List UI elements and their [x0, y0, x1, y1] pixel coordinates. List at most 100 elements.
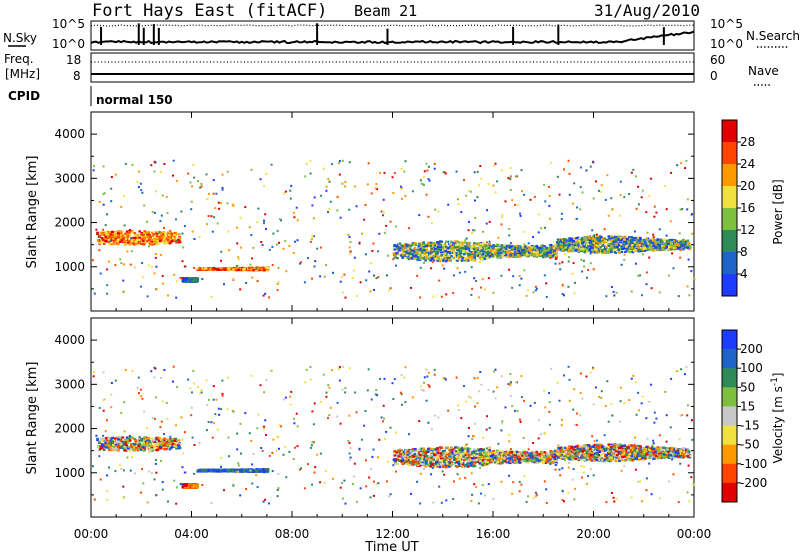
echo-cell: [648, 245, 652, 248]
sky-tick-bottom: 10^0: [52, 37, 85, 51]
echo-cell: [126, 233, 129, 236]
echo-cell: [139, 447, 142, 450]
echo-cell: [588, 241, 592, 244]
echo-cell: [441, 244, 445, 247]
echo-cell: [263, 185, 266, 188]
echo-cell: [545, 247, 549, 250]
echo-cell: [650, 287, 653, 290]
echo-cell: [454, 244, 458, 247]
echo-cell: [567, 248, 570, 251]
echo-cell: [470, 258, 474, 261]
echo-cell: [148, 245, 150, 248]
echo-cell: [508, 234, 511, 237]
echo-cell: [422, 249, 426, 252]
echo-cell: [614, 251, 617, 254]
echo-cell: [521, 246, 524, 249]
echo-cell: [374, 187, 377, 190]
echo-cell: [573, 292, 576, 295]
echo-cell: [573, 182, 576, 185]
echo-cell: [477, 296, 480, 299]
echo-cell: [183, 280, 187, 283]
echo-cell: [153, 446, 156, 449]
echo-cell: [541, 254, 544, 257]
echo-cell: [488, 240, 491, 243]
echo-cell: [122, 237, 125, 240]
echo-cell: [560, 243, 563, 246]
echo-cell: [393, 248, 396, 251]
echo-cell: [552, 247, 556, 250]
echo-cell: [527, 289, 530, 292]
echo-cell: [570, 240, 574, 243]
echo-cell: [107, 240, 110, 243]
echo-cell: [651, 238, 654, 241]
echo-cell: [645, 283, 648, 286]
echo-cell: [574, 281, 576, 284]
colorbar-swatch: [722, 230, 737, 253]
echo-cell: [155, 288, 158, 291]
echo-cell: [432, 242, 436, 245]
cpid-value: normal 150: [96, 93, 173, 107]
echo-cell: [99, 447, 102, 450]
echo-cell: [458, 251, 462, 254]
echo-cell: [122, 443, 125, 446]
echo-cell: [631, 248, 635, 251]
echo-cell: [686, 198, 689, 201]
echo-cell: [183, 225, 186, 228]
echo-cell: [557, 240, 561, 243]
echo-cell: [500, 274, 503, 277]
echo-cell: [471, 232, 474, 234]
echo-cell: [620, 263, 623, 266]
echo-cell: [638, 248, 641, 251]
echo-cell: [341, 159, 344, 162]
echo-cell: [574, 243, 578, 246]
echo-cell: [526, 255, 529, 258]
echo-cell: [500, 223, 503, 226]
echo-cell: [103, 437, 107, 440]
echo-cell: [591, 229, 594, 232]
echo-cell: [653, 240, 657, 243]
echo-cell: [300, 261, 302, 264]
echo-cell: [527, 251, 531, 254]
echo-cell: [427, 165, 430, 168]
echo-cell: [565, 239, 568, 242]
echo-cell: [464, 241, 467, 244]
echo-cell: [553, 250, 556, 253]
echo-cell: [233, 268, 237, 271]
echo-cell: [349, 250, 352, 253]
echo-cell: [574, 249, 577, 252]
echo-cell: [144, 240, 148, 243]
echo-cell: [604, 240, 607, 243]
echo-cell: [399, 242, 402, 245]
echo-cell: [181, 260, 184, 263]
echo-cell: [548, 195, 551, 198]
echo-cell: [537, 231, 540, 234]
echo-cell: [156, 230, 159, 233]
echo-cell: [117, 438, 120, 441]
echo-cell: [424, 246, 428, 250]
echo-cell: [111, 230, 115, 233]
echo-cell: [136, 449, 140, 452]
echo-cell: [205, 173, 208, 176]
echo-cell: [160, 214, 163, 217]
echo-cell: [137, 439, 141, 442]
echo-cell: [221, 173, 224, 176]
echo-cell: [121, 241, 125, 244]
echo-cell: [645, 245, 649, 248]
echo-cell: [487, 249, 490, 252]
echo-cell: [106, 239, 109, 242]
echo-cell: [278, 241, 280, 244]
echo-cell: [476, 196, 479, 199]
echo-cell: [150, 242, 153, 245]
echo-cell: [421, 247, 425, 250]
echo-cell: [153, 448, 157, 452]
echo-cell: [98, 234, 101, 237]
echo-cell: [135, 235, 139, 239]
echo-cell: [96, 445, 100, 448]
echo-cell: [582, 259, 585, 262]
freq-unit-label: [MHz]: [5, 67, 40, 81]
echo-cell: [147, 442, 151, 446]
echo-cell: [100, 240, 104, 244]
echo-cell: [106, 284, 109, 287]
echo-cell: [166, 212, 169, 215]
echo-cell: [208, 192, 210, 195]
